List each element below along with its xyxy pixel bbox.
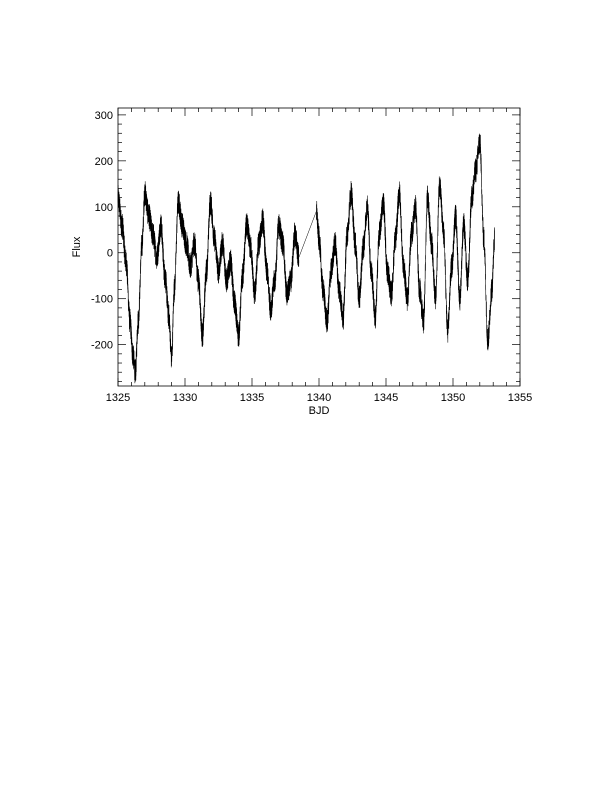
y-tick-label: 0: [107, 248, 113, 260]
x-axis-label: BJD: [309, 405, 330, 417]
x-tick-label: 1325: [106, 392, 130, 404]
y-tick-label: -200: [91, 340, 113, 352]
x-tick-label: 1355: [508, 392, 532, 404]
y-tick-label: 300: [95, 110, 113, 122]
axis-ticks: [117, 108, 521, 386]
x-tick-label: 1330: [173, 392, 197, 404]
x-tick-label: 1340: [307, 392, 331, 404]
y-tick-label: -100: [91, 294, 113, 306]
y-tick-label: 200: [95, 156, 113, 168]
flux-series-line: [117, 133, 495, 384]
y-tick-label: 100: [95, 202, 113, 214]
x-tick-label: 1350: [441, 392, 465, 404]
x-tick-label: 1335: [240, 392, 264, 404]
flux-gap-connector: [298, 211, 317, 258]
data-layer: [117, 133, 495, 384]
x-tick-label: 1345: [374, 392, 398, 404]
y-axis-label: Flux: [71, 236, 83, 257]
tick-labels: 1325 1330 1335 1340 1345 1350 1355 -200 -100 0 100…: [91, 110, 532, 404]
